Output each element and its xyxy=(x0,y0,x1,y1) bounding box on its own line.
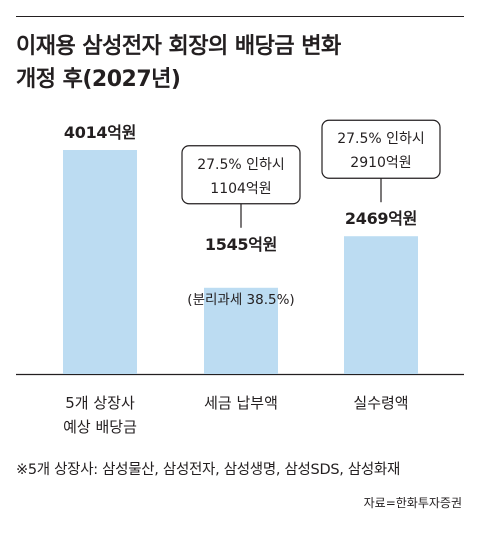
category-label-1-1: 5개 상장사 xyxy=(65,394,135,412)
callout-text-2-2: 1104억원 xyxy=(210,181,271,197)
bar-1 xyxy=(63,150,137,374)
top-rule xyxy=(16,16,464,17)
category-label-1-2: 예상 배당금 xyxy=(63,418,137,436)
category-label-2-1: 세금 납부액 xyxy=(204,394,278,412)
sub-label-2: (분리과세 38.5%) xyxy=(187,292,294,308)
value-label-1: 4014억원 xyxy=(64,123,136,142)
footnote: ※5개 상장사: 삼성물산, 삼성전자, 삼성생명, 삼성SDS, 삼성화재 xyxy=(16,462,401,478)
chart-title-line-2: 개정 후(2027년) xyxy=(16,67,181,92)
value-label-2: 1545억원 xyxy=(205,235,277,254)
bar-3 xyxy=(344,236,418,374)
callout-text-3-2: 2910억원 xyxy=(350,155,411,171)
bar-2 xyxy=(204,287,278,374)
callout-text-2-1: 27.5% 인하시 xyxy=(197,157,285,173)
category-label-3-1: 실수령액 xyxy=(353,394,408,412)
chart-title: 이재용 삼성전자 회장의 배당금 변화 개정 후(2027년) xyxy=(16,30,464,96)
value-label-3: 2469억원 xyxy=(345,209,417,228)
source-credit: 자료=한화투자증권 xyxy=(363,496,462,510)
callout-text-3-1: 27.5% 인하시 xyxy=(337,131,425,147)
chart-title-line-1: 이재용 삼성전자 회장의 배당금 변화 xyxy=(16,34,341,59)
